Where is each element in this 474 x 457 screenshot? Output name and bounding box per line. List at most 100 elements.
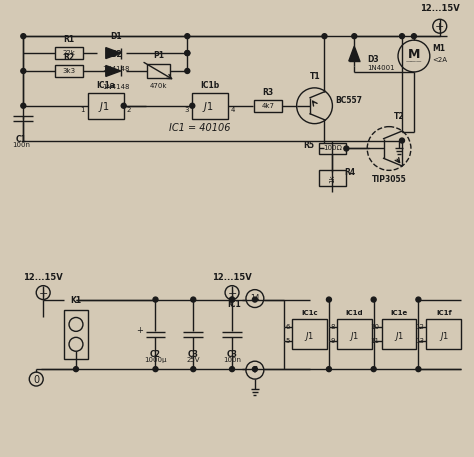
Text: IC1a: IC1a	[96, 81, 115, 90]
Circle shape	[185, 69, 190, 74]
Text: 3k3: 3k3	[63, 68, 75, 74]
Text: $\it{J}$1: $\it{J}$1	[304, 330, 315, 343]
Text: 100n: 100n	[223, 357, 241, 363]
Bar	[337, 319, 372, 349]
Circle shape	[327, 297, 331, 302]
Circle shape	[21, 103, 26, 108]
Text: 13: 13	[415, 338, 424, 344]
Circle shape	[344, 146, 349, 151]
Bar	[426, 319, 461, 349]
Text: T1: T1	[310, 72, 320, 81]
Text: $\it{J}$1: $\it{J}$1	[202, 100, 214, 114]
Text: 12...15V: 12...15V	[420, 4, 460, 13]
Text: R2: R2	[64, 53, 74, 62]
Text: 11: 11	[371, 338, 380, 344]
Circle shape	[229, 297, 235, 302]
Text: +: +	[228, 289, 237, 298]
Circle shape	[352, 34, 357, 39]
Text: 1: 1	[81, 107, 85, 113]
Text: C1: C1	[16, 134, 27, 143]
Polygon shape	[106, 48, 121, 58]
Text: M1: M1	[432, 43, 445, 53]
Text: C3: C3	[227, 350, 237, 359]
Text: 9: 9	[330, 338, 335, 344]
Text: 7: 7	[253, 366, 257, 375]
Circle shape	[400, 34, 404, 39]
Text: IC1: IC1	[227, 300, 241, 309]
Text: 14: 14	[250, 294, 260, 303]
Bar	[88, 93, 124, 119]
Circle shape	[185, 34, 190, 39]
Bar	[192, 93, 228, 119]
Bar	[146, 64, 171, 78]
Text: IC1b: IC1b	[201, 81, 220, 90]
Text: C2: C2	[150, 350, 161, 359]
Text: 100Ω: 100Ω	[323, 145, 342, 151]
Text: IC1e: IC1e	[391, 310, 408, 316]
Circle shape	[190, 103, 195, 108]
Text: <2A: <2A	[432, 57, 447, 63]
Text: R1: R1	[64, 35, 74, 44]
Circle shape	[400, 138, 404, 143]
Text: +: +	[435, 22, 445, 32]
Text: 5: 5	[286, 338, 290, 344]
Text: D2: D2	[110, 50, 121, 59]
Text: 4k7: 4k7	[261, 103, 274, 109]
Circle shape	[371, 367, 376, 372]
Text: BC557: BC557	[336, 96, 363, 105]
Text: 1N4148: 1N4148	[102, 84, 129, 90]
Bar	[319, 170, 346, 186]
Text: 3: 3	[185, 107, 189, 113]
Text: 2: 2	[127, 107, 131, 113]
Circle shape	[153, 367, 158, 372]
Text: IC1d: IC1d	[346, 310, 363, 316]
Text: 10: 10	[371, 324, 380, 330]
Text: R3: R3	[262, 88, 273, 97]
Text: 0: 0	[33, 375, 39, 385]
Text: $\it{J}$1: $\it{J}$1	[438, 330, 449, 343]
Text: T2: T2	[394, 112, 405, 121]
Text: 12: 12	[416, 324, 424, 330]
Circle shape	[229, 367, 235, 372]
Text: ———: ———	[406, 59, 422, 64]
Bar	[292, 319, 327, 349]
Circle shape	[416, 367, 421, 372]
Text: R5: R5	[303, 141, 315, 150]
Text: 470k: 470k	[150, 83, 167, 89]
Circle shape	[416, 297, 421, 302]
Text: 4: 4	[231, 107, 236, 113]
Text: R4: R4	[344, 168, 356, 177]
Text: D3: D3	[367, 54, 379, 64]
Text: K1: K1	[71, 296, 82, 304]
Text: $\it{J}$1: $\it{J}$1	[394, 330, 404, 343]
Text: 6: 6	[286, 324, 290, 330]
Bar	[64, 309, 88, 359]
Circle shape	[327, 367, 331, 372]
Text: 25V: 25V	[186, 357, 200, 363]
Circle shape	[121, 103, 126, 108]
Circle shape	[253, 367, 257, 372]
Text: 100n: 100n	[12, 142, 30, 148]
Text: P1: P1	[153, 51, 164, 60]
Bar	[254, 100, 282, 112]
Circle shape	[322, 34, 327, 39]
Bar	[55, 47, 83, 59]
Bar	[319, 143, 346, 154]
Text: 1000μ: 1000μ	[144, 357, 167, 363]
Text: 1N4001: 1N4001	[367, 65, 395, 71]
Polygon shape	[106, 65, 121, 76]
Circle shape	[411, 34, 416, 39]
Circle shape	[73, 367, 79, 372]
Text: IC1 = 40106: IC1 = 40106	[170, 122, 231, 133]
Circle shape	[191, 297, 196, 302]
Circle shape	[185, 51, 190, 56]
Circle shape	[185, 51, 190, 56]
Text: IC1f: IC1f	[436, 310, 452, 316]
Text: 12...15V: 12...15V	[212, 273, 252, 282]
Circle shape	[21, 34, 26, 39]
Bar	[55, 65, 83, 77]
Polygon shape	[349, 46, 360, 61]
Text: TIP3055: TIP3055	[372, 175, 406, 184]
Circle shape	[371, 297, 376, 302]
Circle shape	[229, 297, 235, 302]
